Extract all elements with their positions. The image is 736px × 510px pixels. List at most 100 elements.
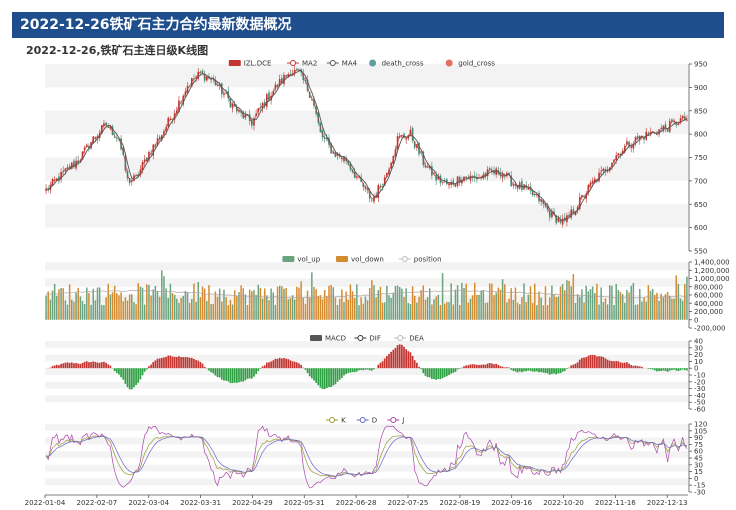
macd-bar: [478, 364, 480, 369]
candle-body: [182, 95, 185, 105]
candle-body: [336, 153, 339, 156]
volume-bar: [131, 294, 133, 320]
macd-bar: [139, 368, 142, 380]
macd-bar: [64, 362, 67, 369]
macd-bar: [396, 345, 399, 369]
macd-bar: [184, 357, 187, 369]
macd-bar: [304, 368, 307, 370]
macd-tick-label: -50: [694, 399, 705, 407]
volume-bar: [424, 299, 427, 320]
kline-legend-swatch: [369, 59, 377, 67]
volume-bar: [574, 303, 577, 320]
volume-bar: [619, 291, 622, 320]
volume-bar: [366, 300, 369, 320]
candle-body: [152, 144, 155, 156]
volume-bar: [581, 289, 583, 320]
kdj-tick-label: -30: [694, 489, 705, 497]
kdj-band: [45, 451, 688, 458]
candle-body: [636, 135, 639, 139]
macd-bar: [122, 368, 125, 380]
macd-bar: [323, 368, 326, 390]
candle-body: [493, 170, 495, 174]
macd-bar: [572, 364, 575, 369]
macd-bar: [81, 362, 84, 369]
volume-bar: [420, 290, 422, 320]
macd-bar: [283, 358, 285, 369]
volume-bar: [270, 288, 272, 320]
macd-tick-label: 0: [694, 365, 698, 373]
volume-bar: [73, 301, 75, 320]
volume-bar: [343, 302, 345, 320]
macd-legend-label: MACD: [325, 335, 346, 343]
volume-bar: [120, 292, 122, 320]
volume-bar: [396, 285, 399, 320]
macd-bar: [381, 361, 384, 369]
volume-tick-label: 400,000: [694, 300, 723, 308]
macd-bar: [658, 368, 660, 372]
volume-bar: [244, 294, 247, 320]
volume-bar: [77, 287, 79, 320]
macd-bar: [536, 368, 538, 372]
macd-bar: [662, 368, 665, 371]
volume-bar: [392, 292, 395, 320]
macd-bar: [484, 364, 487, 369]
volume-tick-label: 600,000: [694, 292, 723, 300]
kline-tick-label: 950: [694, 61, 707, 69]
macd-bar: [190, 357, 193, 369]
volume-bar: [169, 283, 172, 320]
volume-bar: [83, 303, 86, 320]
volume-bar: [673, 298, 675, 320]
volume-bar: [362, 303, 365, 320]
volume-legend-label: vol_down: [351, 256, 384, 264]
volume-bar: [379, 286, 382, 320]
volume-bar: [107, 283, 109, 320]
kline-tick-label: 900: [694, 84, 707, 92]
volume-bar: [240, 285, 242, 320]
macd-bar: [377, 364, 380, 369]
volume-bar: [465, 283, 467, 320]
volume-bar: [326, 296, 328, 320]
volume-bar: [381, 302, 384, 320]
candle-body: [495, 168, 497, 175]
kline-tick-label: 850: [694, 107, 707, 115]
candle-body: [364, 186, 367, 189]
macd-bar: [611, 361, 613, 369]
macd-bar: [334, 368, 337, 385]
macd-bar: [216, 368, 219, 378]
volume-bar: [291, 295, 294, 320]
macd-legend-swatch: [310, 335, 322, 341]
volume-bar: [628, 292, 630, 320]
x-tick-label: 2022-10-20: [543, 499, 584, 507]
volume-bar: [259, 287, 262, 320]
volume-bar: [508, 298, 510, 320]
volume-bar: [463, 287, 465, 320]
macd-bar: [467, 365, 470, 369]
volume-bar: [347, 299, 350, 320]
candle-body: [326, 137, 328, 140]
kline-band: [45, 110, 688, 135]
volume-bar: [401, 288, 403, 320]
macd-bar: [238, 368, 240, 383]
macd-bar: [651, 368, 654, 370]
volume-bar: [300, 281, 302, 320]
volume-bar: [544, 286, 547, 320]
volume-bar: [193, 283, 195, 320]
volume-bar: [251, 291, 253, 320]
macd-bar: [338, 368, 341, 380]
volume-bar: [122, 301, 124, 320]
volume-bar: [64, 300, 67, 320]
volume-bar: [191, 298, 193, 320]
macd-bar: [233, 368, 236, 383]
volume-tick-label: 200,000: [694, 308, 723, 316]
volume-bar: [208, 285, 210, 320]
volume-bar: [681, 300, 684, 320]
chart-title: 2022-12-26,铁矿石主连日级K线图: [26, 44, 209, 57]
macd-bar: [546, 368, 549, 374]
volume-bar: [206, 301, 208, 320]
candle-body: [619, 154, 622, 156]
macd-bar: [55, 364, 58, 369]
macd-tick-label: -20: [694, 378, 705, 386]
volume-bar: [394, 285, 397, 320]
macd-bar: [587, 355, 590, 369]
macd-bar: [542, 368, 545, 373]
